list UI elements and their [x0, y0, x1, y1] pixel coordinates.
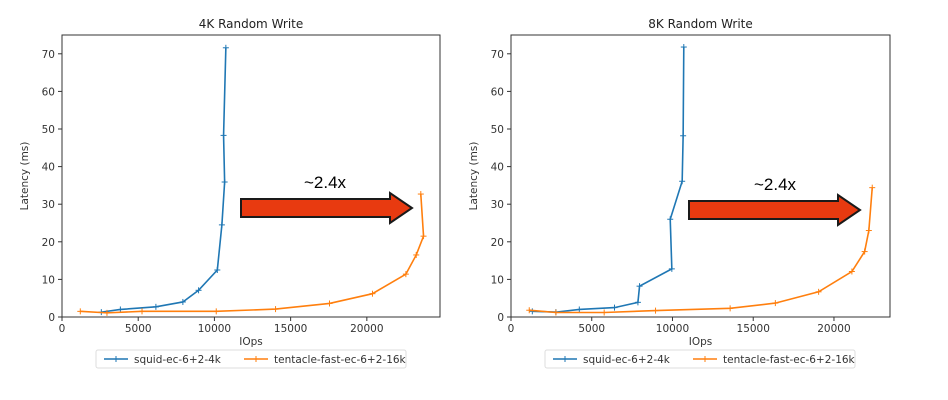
data-point-marker	[195, 287, 202, 294]
data-point-marker	[865, 227, 872, 234]
y-tick-label: 70	[42, 49, 55, 61]
x-tick-label: 15000	[274, 323, 307, 335]
data-point-marker	[869, 184, 876, 191]
x-tick-label: 20000	[817, 323, 850, 335]
y-axis-label: Latency (ms)	[468, 142, 480, 211]
x-axis-label: IOps	[239, 336, 263, 348]
y-tick-label: 0	[48, 312, 55, 324]
x-tick-label: 0	[59, 323, 66, 335]
data-point-marker	[139, 308, 146, 315]
data-point-marker	[576, 306, 583, 313]
data-point-marker	[679, 178, 686, 185]
data-point-marker	[272, 306, 279, 313]
data-point-marker	[848, 268, 855, 275]
data-point-marker	[420, 233, 427, 240]
arrow-annotation	[688, 193, 862, 227]
data-point-marker	[815, 288, 822, 295]
data-point-marker	[213, 308, 220, 315]
data-point-marker	[772, 300, 779, 307]
data-point-marker	[218, 221, 225, 228]
data-point-marker	[326, 300, 333, 307]
x-tick-label: 10000	[198, 323, 231, 335]
data-point-marker	[526, 307, 533, 314]
y-tick-label: 0	[497, 312, 504, 324]
data-point-marker	[667, 216, 674, 223]
y-tick-label: 40	[491, 162, 504, 174]
series-line-0	[532, 47, 685, 313]
data-point-marker	[601, 309, 608, 316]
y-axis-label: Latency (ms)	[19, 142, 31, 211]
y-tick-label: 20	[42, 237, 55, 249]
data-point-marker	[413, 251, 420, 258]
plot-frame	[510, 34, 891, 318]
speedup-annotation: ~2.4x	[304, 173, 347, 192]
y-tick-label: 60	[491, 86, 504, 98]
legend-label: squid-ec-6+2-4k	[583, 354, 671, 366]
y-tick-label: 60	[42, 86, 55, 98]
plot-frame	[61, 34, 441, 318]
data-point-marker	[727, 305, 734, 312]
data-point-marker	[369, 290, 376, 297]
x-tick-label: 10000	[656, 323, 689, 335]
y-tick-label: 30	[42, 199, 55, 211]
data-point-marker	[552, 309, 559, 316]
y-tick-label: 40	[42, 162, 55, 174]
x-tick-label: 20000	[350, 323, 383, 335]
y-tick-label: 30	[491, 199, 504, 211]
data-point-marker	[417, 191, 424, 198]
data-point-marker	[680, 44, 687, 51]
data-point-marker	[221, 179, 228, 186]
data-point-marker	[652, 307, 659, 314]
chart-panel-1: 8K Random Write 0 5000 10000 15000 20000 0 10 20…	[468, 17, 891, 369]
data-point-marker	[214, 267, 221, 273]
x-axis-label: IOps	[689, 336, 713, 348]
legend-label: tentacle-fast-ec-6+2-16k	[274, 354, 407, 366]
data-point-marker	[117, 306, 124, 313]
legend: squid-ec-6+2-4k tentacle-fast-ec-6+2-16k	[544, 349, 856, 369]
x-tick-label: 15000	[737, 323, 770, 335]
data-point-marker	[634, 299, 641, 306]
y-tick-label: 10	[491, 274, 504, 286]
y-tick-label: 50	[42, 124, 55, 136]
y-tick-label: 70	[491, 49, 504, 61]
data-point-marker	[636, 283, 643, 290]
series-line-0	[101, 47, 227, 313]
x-tick-label: 5000	[125, 323, 152, 335]
chart-title: 8K Random Write	[648, 17, 753, 31]
y-tick-label: 50	[491, 124, 504, 136]
data-point-marker	[103, 309, 110, 316]
data-point-marker	[861, 248, 868, 255]
speedup-annotation: ~2.4x	[754, 175, 797, 194]
chart-panel-0: 4K Random Write 0 5000 10000 15000 20000 0 10 20…	[19, 17, 441, 369]
legend-label: tentacle-fast-ec-6+2-16k	[723, 354, 856, 366]
x-tick-label: 0	[508, 323, 515, 335]
data-point-marker	[179, 298, 186, 305]
data-point-marker	[668, 265, 675, 272]
data-point-marker	[680, 132, 687, 139]
legend-label: squid-ec-6+2-4k	[134, 354, 222, 366]
data-point-marker	[77, 308, 84, 315]
arrow-annotation	[240, 191, 414, 225]
x-tick-label: 5000	[578, 323, 605, 335]
y-tick-label: 10	[42, 274, 55, 286]
data-point-marker	[152, 303, 159, 310]
y-tick-label: 20	[491, 237, 504, 249]
chart-title: 4K Random Write	[199, 17, 304, 31]
data-point-marker	[222, 44, 229, 51]
data-point-marker	[220, 132, 227, 139]
data-point-marker	[402, 271, 409, 278]
legend: squid-ec-6+2-4k tentacle-fast-ec-6+2-16k	[95, 349, 407, 369]
data-point-marker	[611, 304, 618, 311]
